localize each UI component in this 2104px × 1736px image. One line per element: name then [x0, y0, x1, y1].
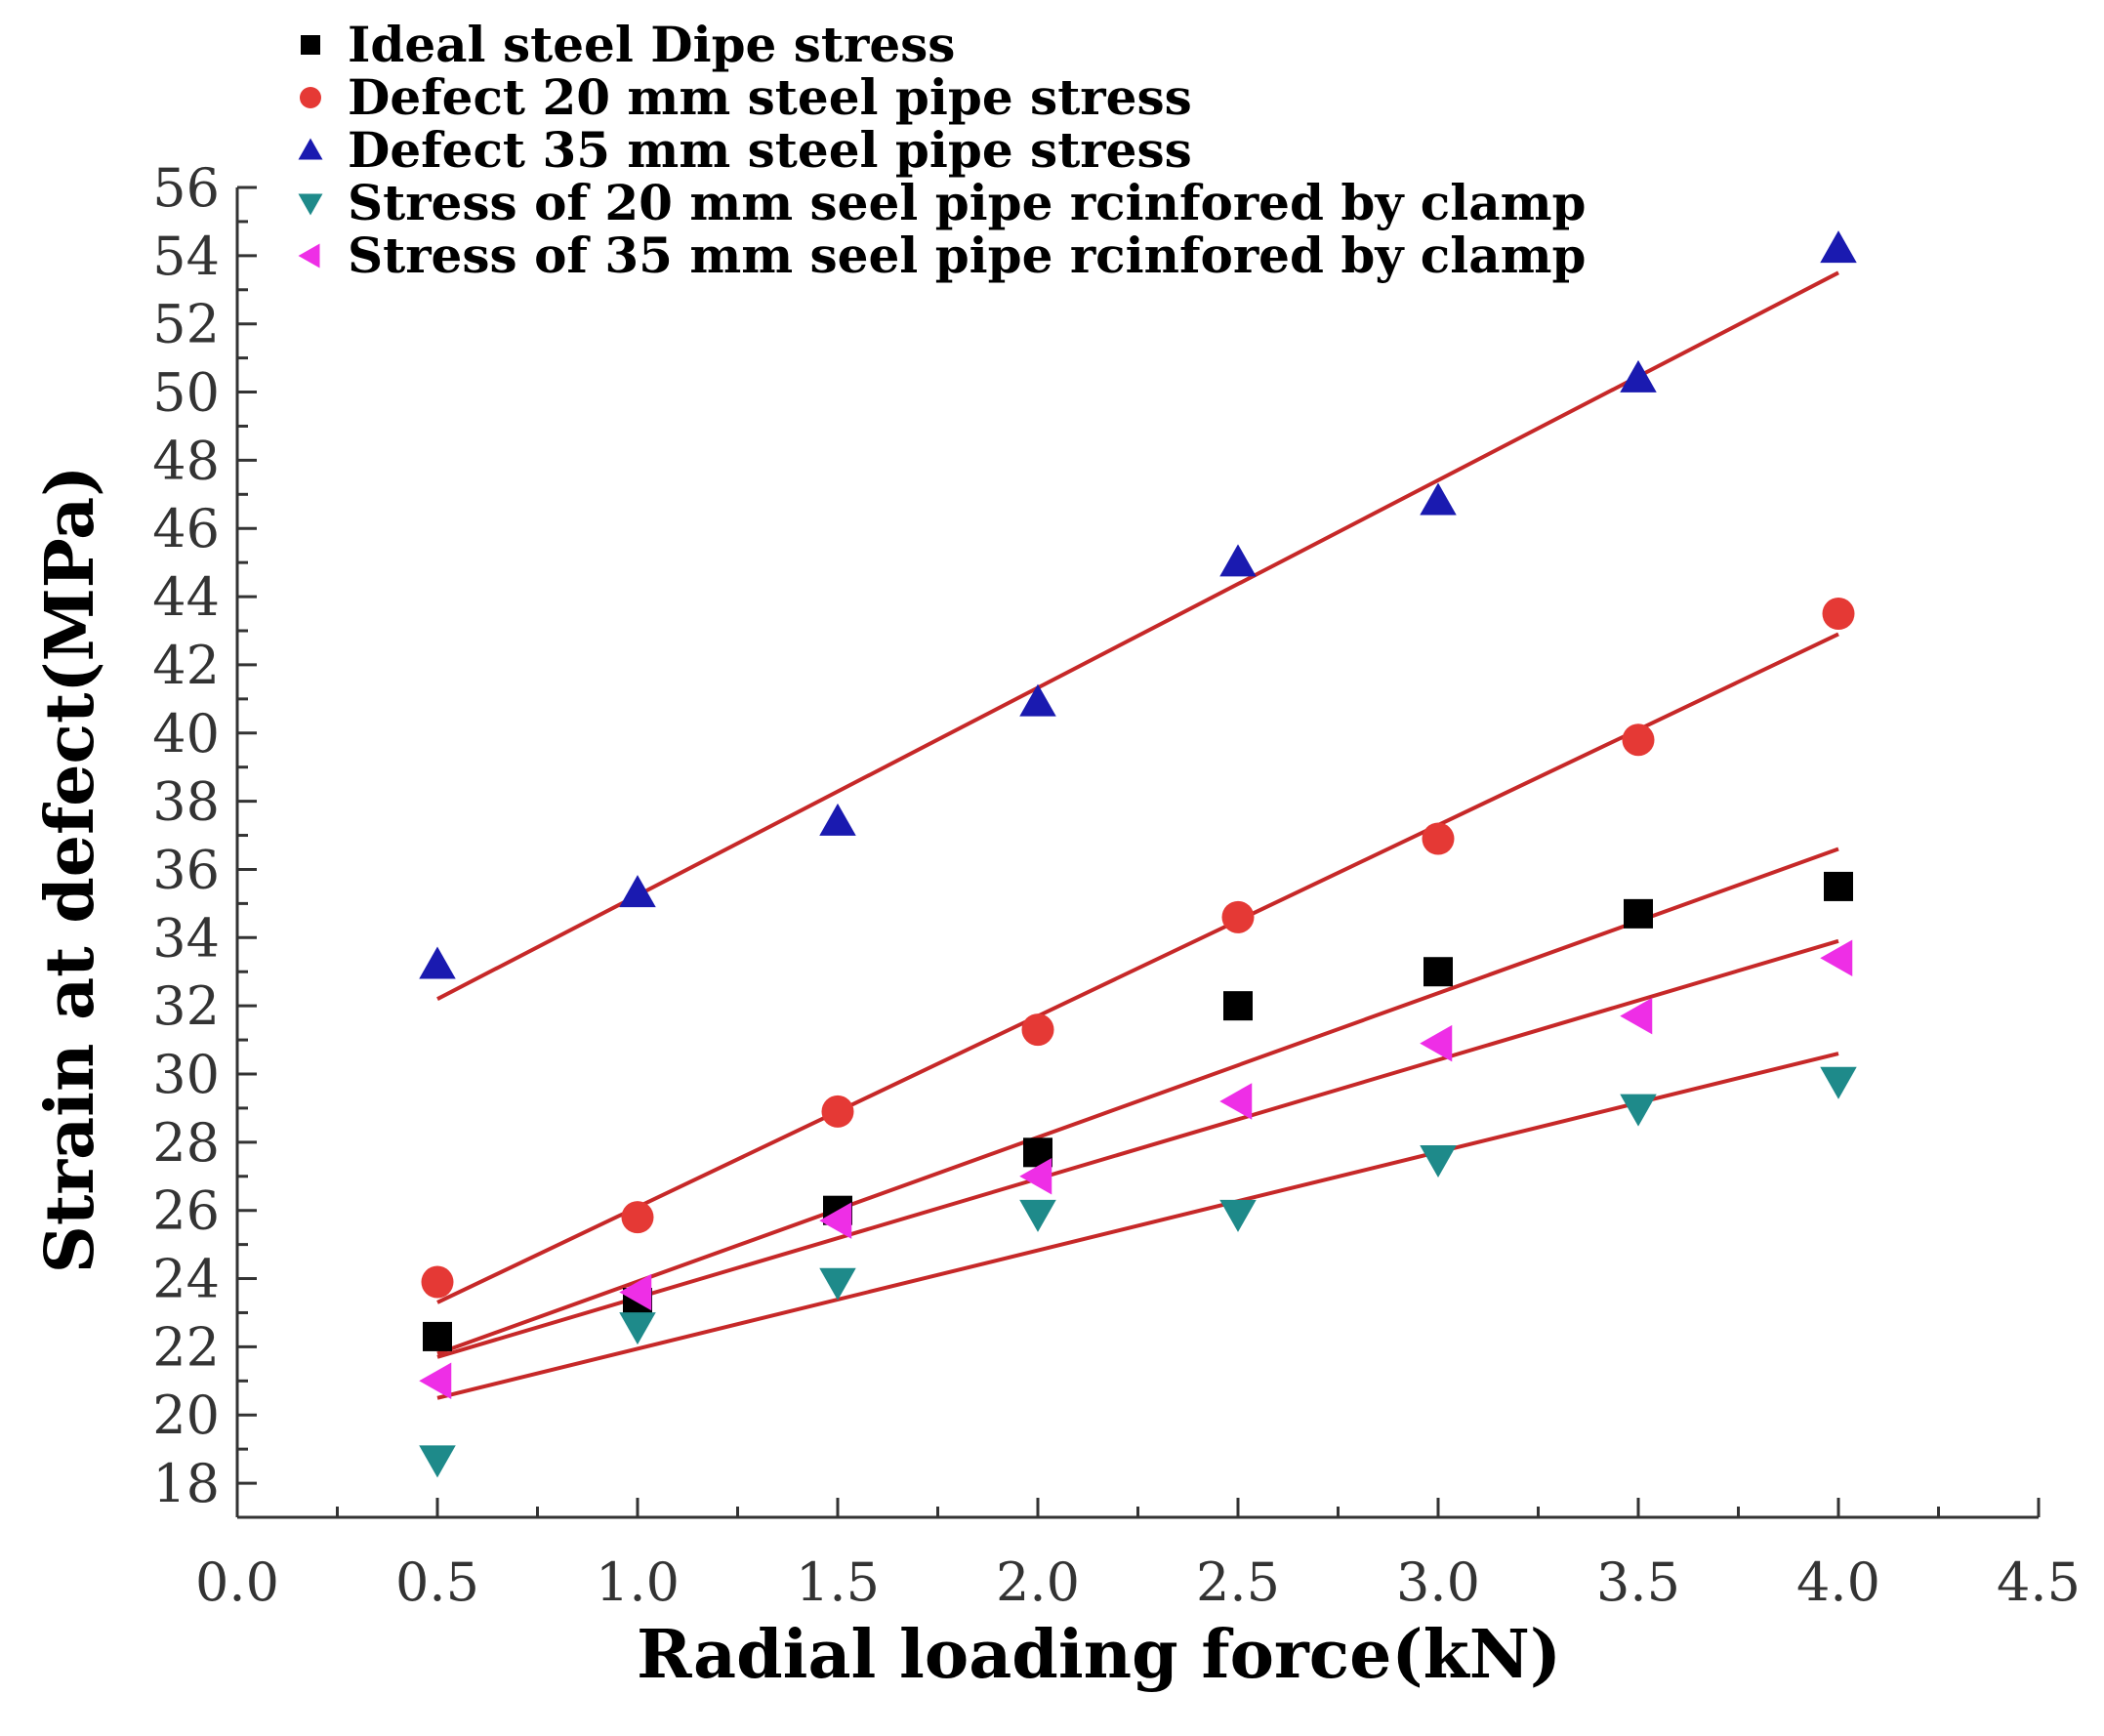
- data-point: [1219, 544, 1257, 577]
- data-point: [619, 1273, 652, 1311]
- data-point: [819, 1202, 852, 1239]
- legend-marker: [298, 138, 323, 160]
- x-tick-label: 0.0: [195, 1551, 279, 1613]
- legend-marker: [300, 87, 321, 108]
- x-tick-label: 1.5: [796, 1551, 880, 1613]
- x-tick-label: 4.0: [1796, 1551, 1880, 1613]
- x-tick-label: 3.5: [1596, 1551, 1680, 1613]
- data-point: [819, 1267, 856, 1301]
- x-tick-label: 0.5: [395, 1551, 479, 1613]
- legend-marker: [298, 243, 320, 269]
- y-axis-title: Strain at defect(MPa): [31, 466, 109, 1274]
- data-point: [1820, 939, 1853, 977]
- y-tick-label: 56: [152, 157, 220, 219]
- legend-label: Stress of 20 mm seel pipe rcinfored by c…: [348, 174, 1586, 231]
- y-tick-label: 50: [152, 362, 220, 424]
- data-point: [1420, 1024, 1453, 1062]
- data-point: [1620, 997, 1653, 1035]
- data-point: [1219, 1199, 1257, 1232]
- data-point: [1423, 957, 1453, 987]
- data-point: [621, 1201, 654, 1234]
- legend-marker: [301, 35, 320, 55]
- data-point: [1019, 1158, 1052, 1195]
- data-point: [1019, 683, 1056, 717]
- y-tick-label: 48: [152, 430, 220, 491]
- y-tick-label: 42: [152, 635, 220, 696]
- data-point: [1221, 900, 1255, 933]
- y-tick-label: 24: [152, 1249, 220, 1310]
- y-tick-label: 20: [152, 1385, 220, 1446]
- data-point: [619, 875, 656, 908]
- y-tick-label: 34: [152, 907, 220, 969]
- x-tick-label: 2.0: [996, 1551, 1080, 1613]
- data-point: [1223, 991, 1253, 1021]
- data-point: [1219, 1083, 1253, 1120]
- data-point: [421, 1265, 454, 1299]
- y-tick-label: 18: [152, 1453, 220, 1514]
- legend-label: Defect 20 mm steel pipe stress: [348, 68, 1192, 126]
- y-tick-label: 38: [152, 771, 220, 833]
- data-point: [419, 946, 456, 979]
- y-tick-label: 54: [152, 226, 220, 287]
- data-point: [819, 803, 856, 836]
- data-point: [1824, 871, 1853, 901]
- x-tick-label: 4.5: [1997, 1551, 2081, 1613]
- legend-label: Defect 35 mm steel pipe stress: [348, 121, 1192, 179]
- legend-marker: [298, 193, 323, 216]
- data-point: [619, 1312, 656, 1345]
- data-point: [1420, 1145, 1457, 1178]
- x-tick-label: 1.0: [596, 1551, 680, 1613]
- x-tick-label: 2.5: [1196, 1551, 1280, 1613]
- data-point: [1422, 822, 1455, 855]
- data-point: [1620, 1094, 1657, 1127]
- data-point: [1620, 359, 1657, 393]
- y-tick-label: 28: [152, 1112, 220, 1174]
- plot-area: 1820222426283032343638404244464850525456…: [31, 157, 2081, 1694]
- data-point: [1622, 723, 1655, 757]
- y-tick-label: 52: [152, 294, 220, 355]
- y-tick-label: 32: [152, 975, 220, 1037]
- data-point: [423, 1321, 452, 1351]
- y-tick-label: 40: [152, 703, 220, 765]
- y-tick-label: 30: [152, 1044, 220, 1105]
- data-point: [1820, 1066, 1857, 1099]
- fit-line: [436, 847, 1839, 1356]
- fit-line: [436, 938, 1839, 1359]
- data-point: [821, 1095, 854, 1128]
- legend-label: Stress of 35 mm seel pipe rcinfored by c…: [348, 227, 1586, 284]
- data-point: [1420, 482, 1457, 516]
- data-point: [1822, 598, 1855, 631]
- fit-line: [436, 632, 1839, 1304]
- y-tick-label: 22: [152, 1316, 220, 1378]
- legend-label: Ideal steel Dipe stress: [348, 16, 955, 73]
- fit-line: [436, 1052, 1839, 1400]
- data-point: [1021, 1013, 1054, 1047]
- data-point: [419, 1445, 456, 1478]
- y-tick-label: 26: [152, 1180, 220, 1242]
- y-tick-label: 36: [152, 839, 220, 900]
- data-point: [1019, 1199, 1056, 1232]
- y-tick-label: 46: [152, 498, 220, 559]
- fit-line: [436, 270, 1839, 1001]
- data-point: [419, 1362, 452, 1400]
- data-point: [1820, 230, 1857, 264]
- x-tick-label: 3.0: [1396, 1551, 1480, 1613]
- x-axis-title: Radial loading force(kN): [637, 1616, 1561, 1694]
- y-tick-label: 44: [152, 566, 220, 628]
- data-point: [1624, 898, 1653, 929]
